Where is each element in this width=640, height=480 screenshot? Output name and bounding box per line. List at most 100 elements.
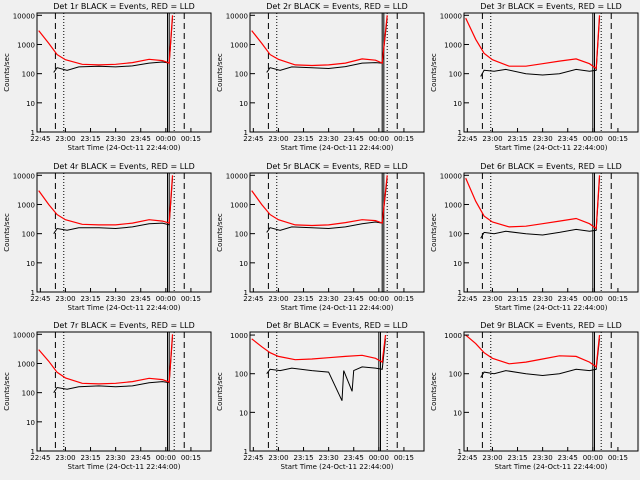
x-tick-label: 23:30 [533, 135, 553, 143]
y-tick-label: 1 [244, 289, 248, 297]
y-tick-label: 1000 [444, 41, 462, 49]
x-tick-label: 00:00 [156, 135, 176, 143]
chart-title: Det 9r BLACK = Events, RED = LLD [480, 321, 622, 330]
x-tick-label: 23:00 [55, 454, 75, 462]
x-tick-label: 22:45 [30, 135, 50, 143]
x-tick-label: 23:30 [106, 295, 126, 303]
x-tick-label: 22:45 [30, 454, 50, 462]
y-tick-label: 10 [453, 409, 462, 417]
x-tick-label: 23:45 [558, 454, 578, 462]
y-tick-label: 10 [239, 409, 248, 417]
series-events-line [480, 18, 600, 77]
x-tick-label: 23:15 [507, 295, 527, 303]
x-tick-label: 23:45 [344, 295, 364, 303]
chart-title: Det 8r BLACK = Events, RED = LLD [266, 321, 408, 330]
series-events-line [53, 18, 173, 73]
x-axis-label: Start Time (24-Oct-11 22:44:00) [495, 304, 608, 312]
x-tick-label: 00:00 [583, 295, 603, 303]
y-tick-label: 100 [22, 71, 35, 79]
x-tick-label: 23:45 [131, 295, 151, 303]
y-tick-label: 1 [244, 129, 248, 137]
y-tick-label: 1000 [17, 41, 35, 49]
x-tick-label: 23:45 [558, 295, 578, 303]
y-axis-label: Counts/sec [216, 213, 224, 252]
x-axis-label: Start Time (24-Oct-11 22:44:00) [68, 304, 181, 312]
y-tick-label: 10 [453, 260, 462, 268]
y-tick-label: 10000 [226, 12, 248, 20]
chart-panel: Det 2r BLACK = Events, RED = LLD 1 10 100 10… [216, 2, 425, 152]
x-tick-label: 22:45 [243, 454, 263, 462]
x-tick-label: 00:15 [608, 135, 628, 143]
x-tick-label: 00:15 [608, 454, 628, 462]
y-tick-label: 100 [449, 231, 462, 239]
x-axis-label: Start Time (24-Oct-11 22:44:00) [495, 144, 608, 152]
y-tick-label: 1000 [444, 201, 462, 209]
x-tick-label: 22:45 [457, 295, 477, 303]
y-axis-label: Counts/sec [3, 213, 11, 252]
chart-panel: Det 7r BLACK = Events, RED = LLD 1 10 100 10… [3, 321, 212, 471]
chart-title: Det 7r BLACK = Events, RED = LLD [53, 321, 195, 330]
y-tick-label: 1 [31, 129, 35, 137]
x-tick-label: 23:15 [293, 295, 313, 303]
y-tick-label: 10 [26, 419, 35, 427]
x-tick-label: 23:30 [319, 454, 339, 462]
x-tick-label: 23:15 [293, 135, 313, 143]
y-tick-label: 1 [31, 448, 35, 456]
chart-panel: Det 1r BLACK = Events, RED = LLD 1 10 100 10… [3, 2, 212, 152]
x-axis-label: Start Time (24-Oct-11 22:44:00) [281, 144, 394, 152]
y-tick-label: 1000 [17, 360, 35, 368]
x-tick-label: 22:45 [457, 454, 477, 462]
chart-title: Det 4r BLACK = Events, RED = LLD [53, 162, 195, 171]
x-tick-label: 23:15 [80, 135, 100, 143]
chart-title: Det 5r BLACK = Events, RED = LLD [266, 162, 408, 171]
series-lld-line [38, 334, 174, 385]
series-lld-line [38, 15, 174, 66]
x-tick-label: 23:45 [344, 454, 364, 462]
series-events-line [53, 337, 173, 393]
y-axis-label: Counts/sec [216, 53, 224, 92]
y-tick-label: 1 [458, 448, 462, 456]
y-tick-label: 10 [239, 100, 248, 108]
x-tick-label: 23:00 [268, 135, 288, 143]
x-tick-label: 22:45 [243, 135, 263, 143]
x-tick-label: 23:00 [268, 295, 288, 303]
y-tick-label: 1000 [230, 332, 248, 340]
x-tick-label: 00:00 [583, 454, 603, 462]
chart-title: Det 1r BLACK = Events, RED = LLD [53, 2, 195, 11]
x-axis-label: Start Time (24-Oct-11 22:44:00) [495, 463, 608, 471]
chart-panel: Det 9r BLACK = Events, RED = LLD 1 10 100 10… [430, 321, 639, 471]
x-tick-label: 23:45 [131, 135, 151, 143]
plot-frame [36, 331, 212, 452]
x-axis-label: Start Time (24-Oct-11 22:44:00) [281, 304, 394, 312]
x-tick-label: 23:15 [507, 454, 527, 462]
y-tick-label: 100 [22, 390, 35, 398]
y-axis-label: Counts/sec [216, 372, 224, 411]
x-tick-label: 23:00 [482, 135, 502, 143]
x-tick-label: 00:15 [394, 135, 414, 143]
series-lld-line [38, 175, 174, 226]
chart-panel: Det 4r BLACK = Events, RED = LLD 1 10 100 10… [3, 162, 212, 312]
x-tick-label: 23:30 [319, 135, 339, 143]
series-lld-line [465, 334, 601, 368]
x-tick-label: 23:00 [268, 454, 288, 462]
y-tick-label: 100 [22, 231, 35, 239]
series-events-line [480, 338, 600, 378]
series-lld-line [465, 15, 601, 70]
y-tick-label: 1 [458, 289, 462, 297]
y-tick-label: 10000 [440, 12, 462, 20]
y-tick-label: 10 [26, 100, 35, 108]
x-tick-label: 22:45 [243, 295, 263, 303]
x-axis-label: Start Time (24-Oct-11 22:44:00) [68, 144, 181, 152]
plot-frame [463, 12, 639, 133]
x-tick-label: 23:45 [344, 135, 364, 143]
x-tick-label: 22:45 [30, 295, 50, 303]
chart-panel: Det 3r BLACK = Events, RED = LLD 1 10 100 10… [430, 2, 639, 152]
series-lld-line [251, 335, 387, 364]
x-tick-label: 23:00 [482, 454, 502, 462]
x-tick-label: 23:15 [507, 135, 527, 143]
y-axis-label: Counts/sec [3, 372, 11, 411]
series-events-line [266, 18, 388, 73]
chart-panel: Det 6r BLACK = Events, RED = LLD 1 10 100 10… [430, 162, 639, 312]
x-tick-label: 23:15 [80, 295, 100, 303]
x-tick-label: 00:15 [394, 295, 414, 303]
